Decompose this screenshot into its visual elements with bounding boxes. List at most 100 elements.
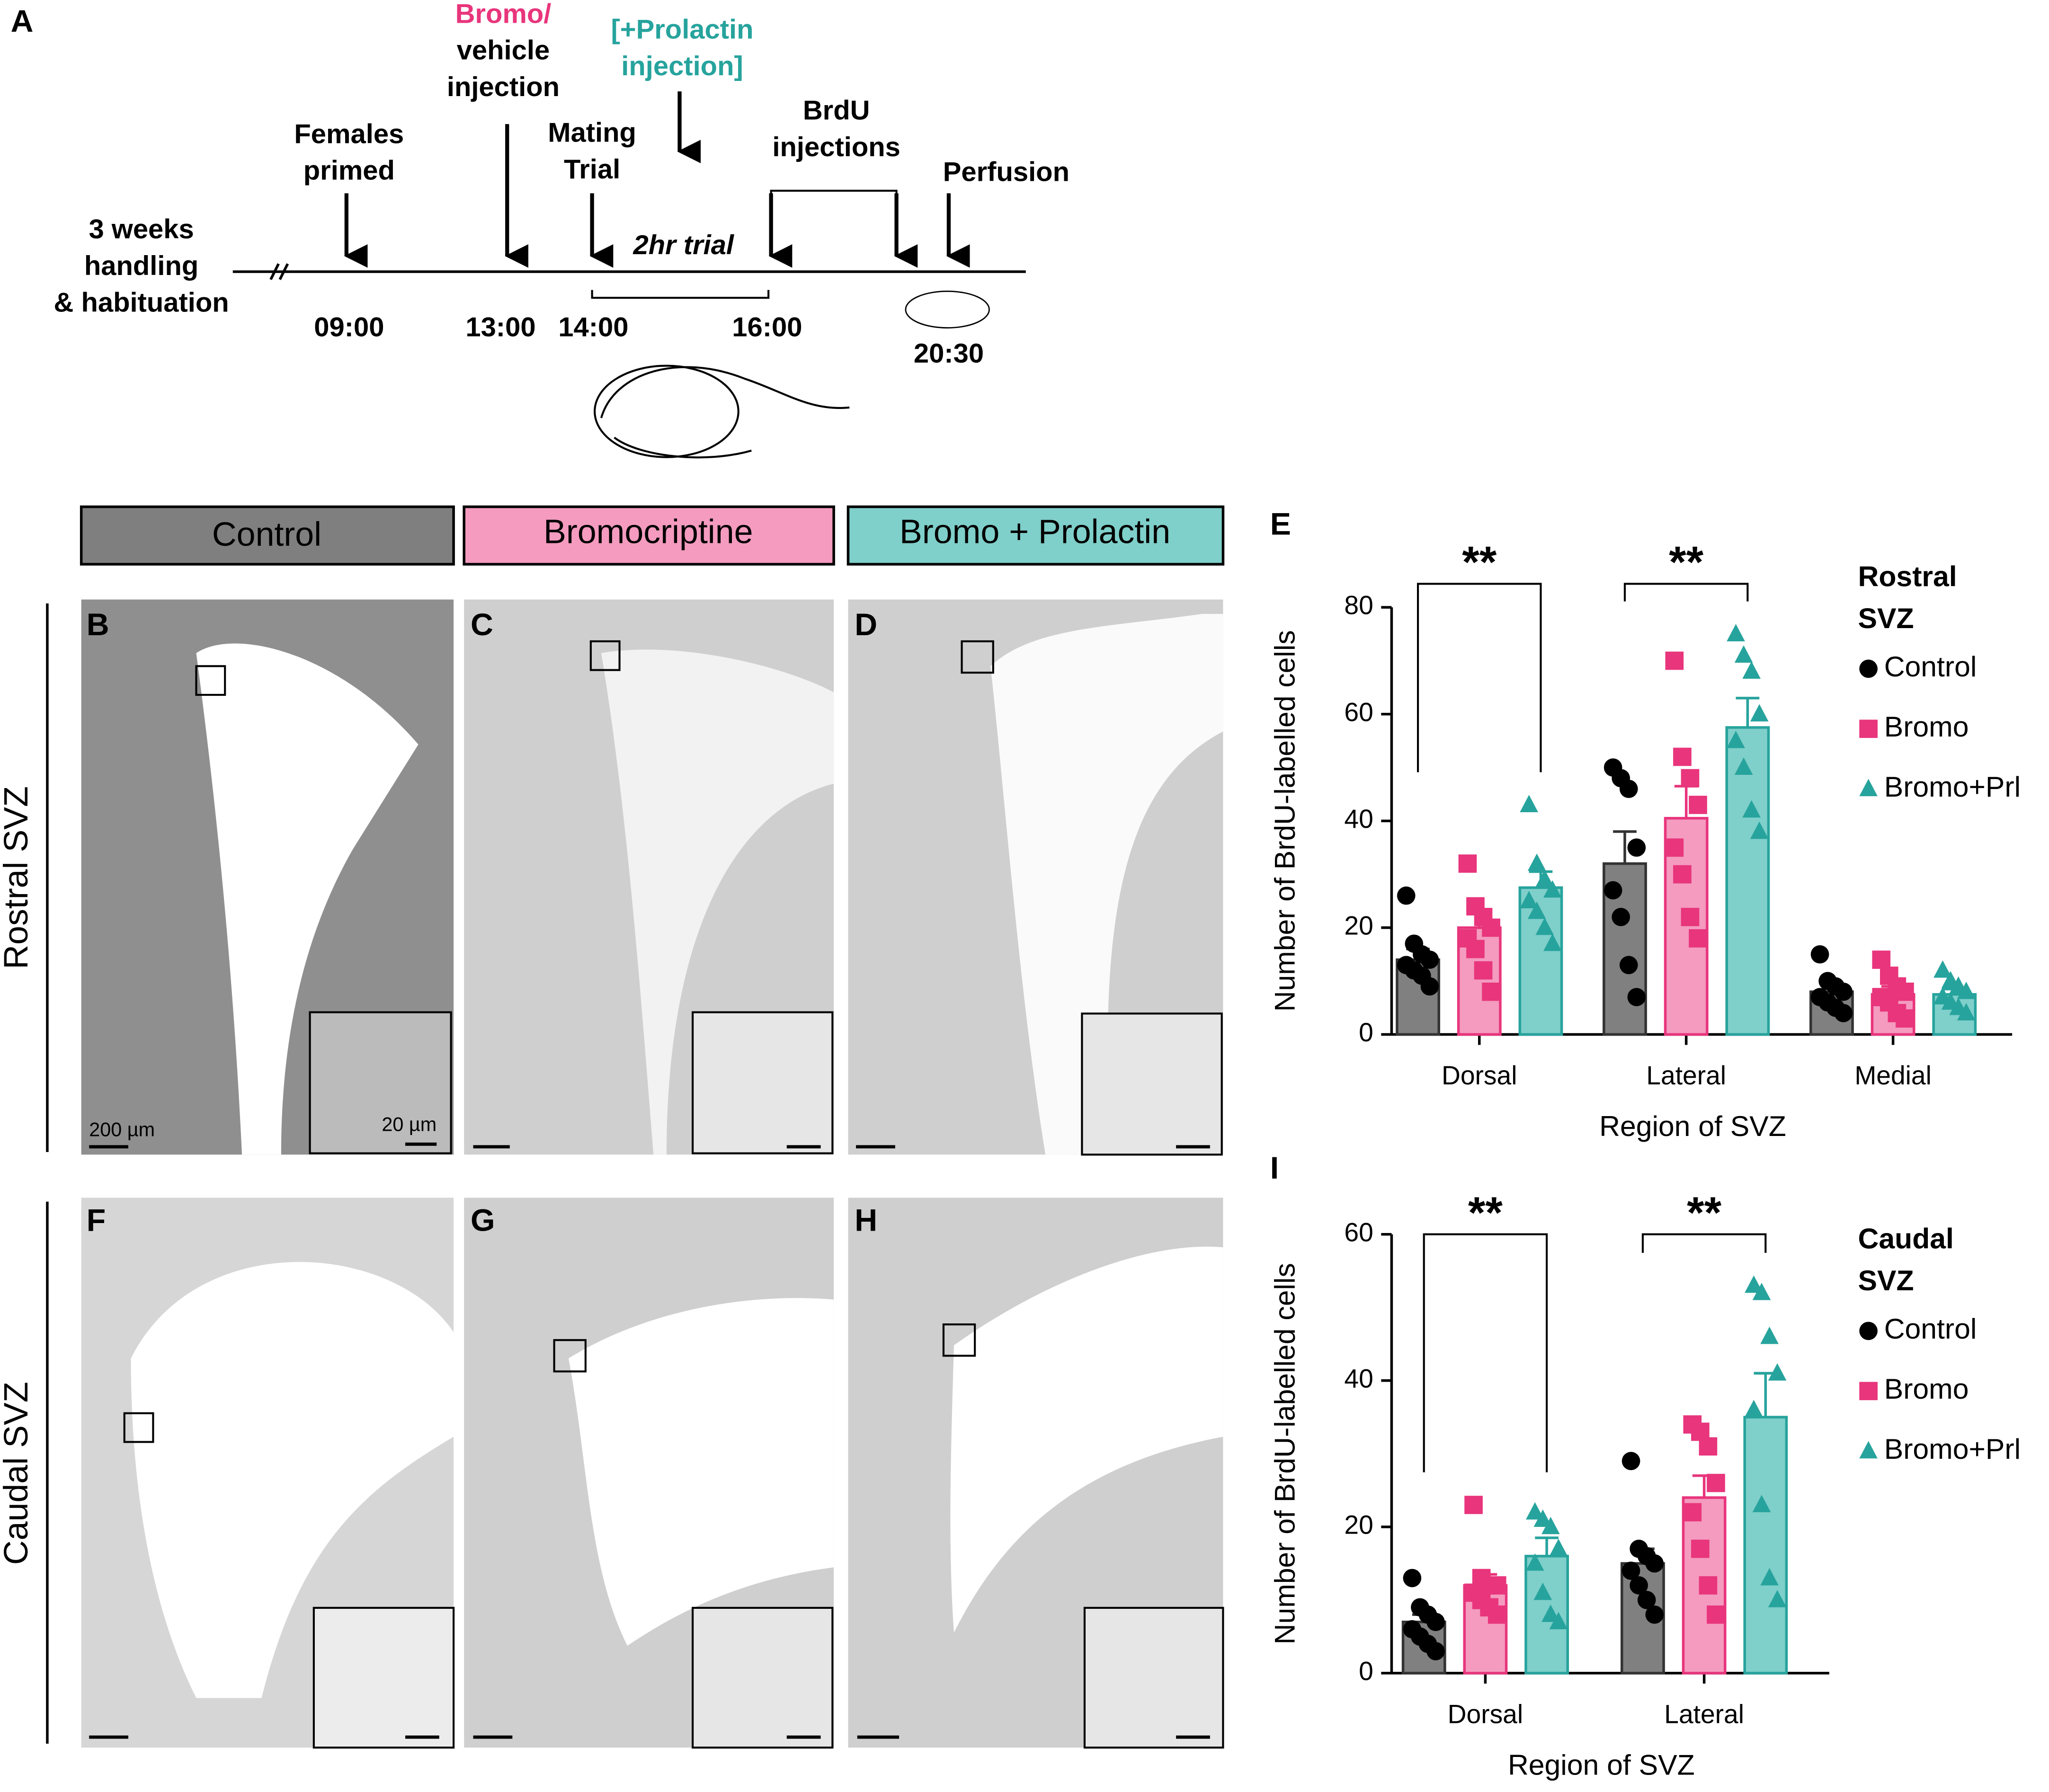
- point: [1488, 1576, 1506, 1595]
- legend-label: Bromo: [1884, 710, 1969, 743]
- time-label: 14:00: [558, 312, 628, 343]
- point: [1482, 982, 1500, 1001]
- time-label: 16:00: [732, 312, 802, 343]
- point: [1727, 730, 1745, 748]
- point: [1645, 1554, 1664, 1573]
- timeline-text: injection]: [621, 51, 743, 81]
- point: [1458, 854, 1477, 873]
- significance-bracket: [1623, 583, 1749, 602]
- y-tick-label: 20: [1344, 1510, 1373, 1539]
- micrograph: [848, 1198, 1224, 1749]
- point: [1707, 1473, 1725, 1492]
- timeline-text: vehicle: [457, 35, 550, 66]
- legend-marker: [1859, 1382, 1878, 1401]
- point: [1681, 908, 1700, 926]
- micrograph: [81, 1198, 455, 1749]
- significance-label: **: [1669, 537, 1704, 587]
- micrograph: [848, 599, 1223, 1156]
- legend-label: Bromo: [1884, 1373, 1969, 1405]
- point: [1734, 757, 1753, 775]
- panel-label: A: [11, 4, 34, 39]
- point: [1627, 838, 1646, 857]
- x-tick-label: Dorsal: [1448, 1700, 1523, 1729]
- legend-label: Control: [1884, 650, 1977, 683]
- point: [1872, 950, 1891, 969]
- point: [1752, 1495, 1771, 1512]
- point: [1707, 1605, 1725, 1624]
- column-header: Control: [212, 515, 321, 553]
- point: [1896, 1009, 1914, 1028]
- point: [1549, 1612, 1568, 1630]
- point: [1527, 901, 1546, 919]
- point: [1645, 1605, 1664, 1624]
- point: [1752, 1283, 1771, 1300]
- point: [1768, 1590, 1787, 1607]
- column-header-box: [463, 505, 835, 566]
- timeline-text: Perfusion: [943, 157, 1069, 187]
- legend-label: Control: [1884, 1313, 1977, 1345]
- point: [1760, 1326, 1779, 1344]
- error-bar: [1736, 697, 1760, 727]
- timeline-text: & habituation: [54, 287, 229, 318]
- panel-label: D: [855, 607, 877, 642]
- point: [1533, 1582, 1552, 1600]
- panel-label: B: [87, 607, 109, 642]
- timeline-text: Females: [294, 119, 404, 149]
- column-header-box: [846, 505, 1225, 566]
- error-bar: [1613, 830, 1637, 864]
- y-tick-label: 60: [1344, 1217, 1373, 1247]
- panel-label: H: [855, 1203, 877, 1238]
- point: [1699, 1576, 1718, 1595]
- bar: [1664, 816, 1709, 1036]
- significance-label: **: [1462, 537, 1497, 587]
- point: [1426, 1613, 1445, 1632]
- timeline-text: 3 weeks: [89, 214, 194, 245]
- legend-marker: [1859, 1441, 1878, 1459]
- point: [1403, 1569, 1422, 1588]
- point: [1488, 1605, 1506, 1624]
- point: [1619, 780, 1638, 798]
- legend-marker: [1859, 659, 1878, 678]
- point: [1734, 645, 1753, 663]
- point: [1420, 977, 1439, 996]
- panel-label: I: [1270, 1151, 1279, 1186]
- time-label: 09:00: [314, 312, 384, 343]
- point: [1750, 821, 1769, 839]
- point: [1535, 917, 1554, 935]
- significance-label: **: [1687, 1188, 1722, 1237]
- point: [1745, 1400, 1763, 1418]
- point: [1464, 1496, 1483, 1514]
- micrograph: [464, 1198, 834, 1749]
- scale-bar-label: 20 µm: [382, 1114, 437, 1136]
- point: [1527, 853, 1546, 871]
- x-tick-label: Medial: [1854, 1061, 1932, 1090]
- x-tick-label: Lateral: [1664, 1700, 1744, 1729]
- point: [1612, 908, 1630, 926]
- point: [1810, 945, 1829, 964]
- point: [1683, 1503, 1702, 1522]
- point: [1834, 1004, 1853, 1022]
- y-tick-label: 20: [1344, 911, 1373, 940]
- x-axis-label: Region of SVZ: [1508, 1749, 1695, 1781]
- column-header-box: [80, 505, 455, 566]
- legend-title: SVZ: [1858, 602, 1914, 634]
- point: [1750, 704, 1769, 722]
- point: [1619, 956, 1638, 975]
- point: [1533, 1509, 1552, 1527]
- point: [1543, 880, 1562, 898]
- error-bar: [1535, 1536, 1559, 1556]
- point: [1742, 661, 1761, 679]
- point: [1957, 1003, 1976, 1020]
- panel-label: F: [87, 1203, 106, 1238]
- point: [1745, 1275, 1763, 1293]
- legend-title: Caudal: [1858, 1223, 1954, 1255]
- point: [1397, 886, 1416, 905]
- point: [1727, 624, 1745, 642]
- point: [1699, 1437, 1718, 1456]
- point: [1673, 747, 1692, 766]
- point: [1541, 1605, 1560, 1622]
- legend-marker: [1859, 1322, 1878, 1340]
- legend-title: SVZ: [1858, 1264, 1914, 1296]
- timeline-text: BrdU: [803, 96, 870, 126]
